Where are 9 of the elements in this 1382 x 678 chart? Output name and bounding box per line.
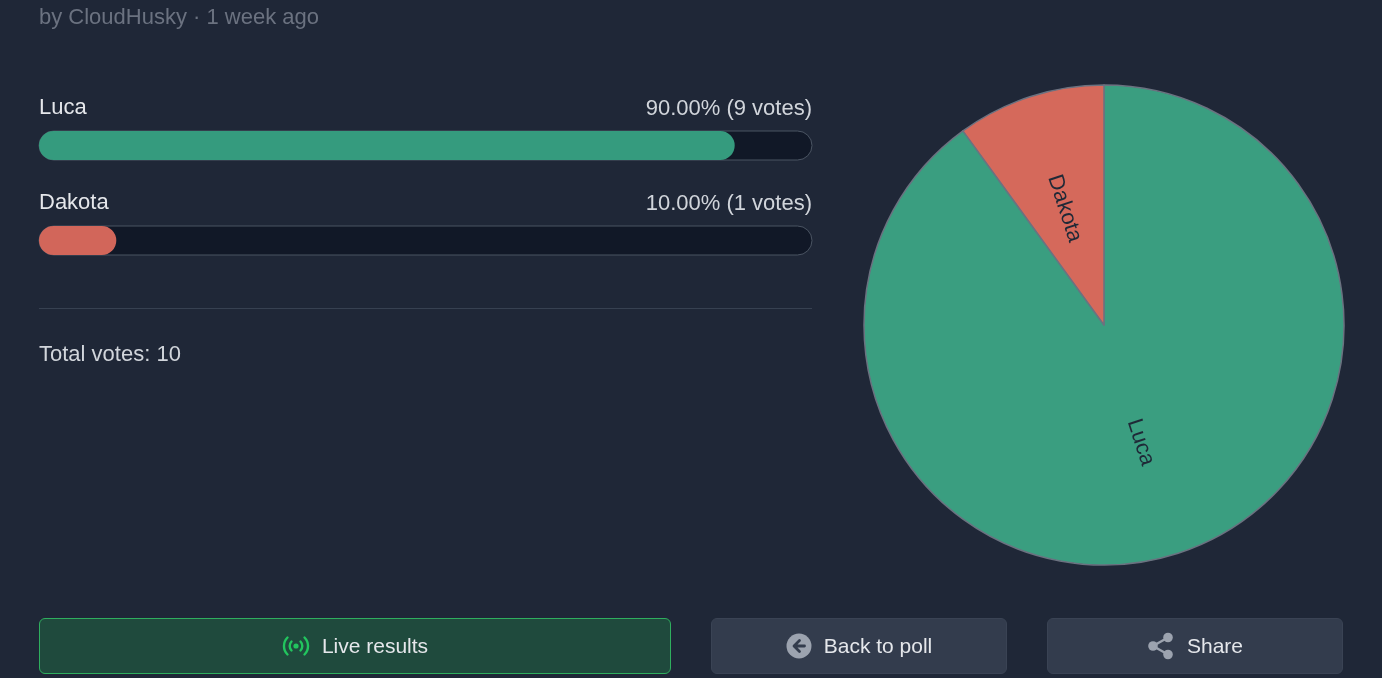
- button: Back to poll: [711, 618, 1007, 674]
- button: Live results: [39, 618, 671, 674]
- chart-subtitle: by CloudHusky · 1 week ago: [39, 4, 320, 30]
- button: Share: [1047, 618, 1343, 674]
- data-label: 10.00% (1 votes): [645, 189, 812, 215]
- text: Total votes: 10: [39, 341, 181, 367]
- slice-label: Luca: [1122, 415, 1162, 470]
- slice-label: Dakota: [1043, 171, 1089, 246]
- data-label: 90.00% (9 votes): [645, 94, 812, 120]
